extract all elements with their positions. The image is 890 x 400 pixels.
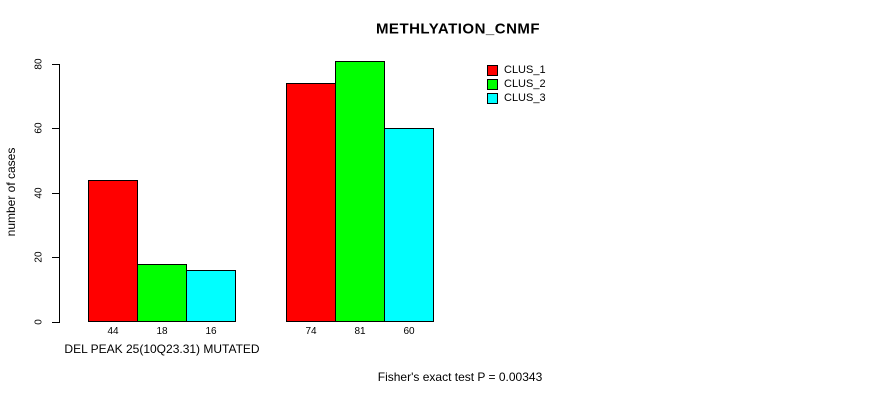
bar-clus_2-group2 — [335, 61, 385, 322]
y-axis-label: number of cases — [4, 147, 18, 237]
bar-value-label: 60 — [403, 326, 415, 337]
y-axis-tick — [52, 128, 59, 129]
y-axis-tick-label: 60 — [33, 122, 45, 134]
y-axis-tick — [52, 193, 59, 194]
bar-clus_3-group2 — [384, 128, 434, 322]
annotation-text: Fisher's exact test P = 0.00343 — [377, 370, 543, 384]
legend-label: CLUS_1 — [504, 64, 546, 76]
y-axis-tick — [52, 322, 59, 323]
legend-label: CLUS_3 — [504, 92, 546, 104]
legend-item: CLUS_2 — [487, 78, 546, 90]
chart-title: METHLYATION_CNMF — [375, 20, 541, 38]
bar-clus_3-group1 — [186, 270, 236, 322]
bar-value-label: 74 — [305, 326, 317, 337]
legend-item: CLUS_1 — [487, 64, 546, 76]
bar-clus_1-group1 — [88, 180, 138, 322]
y-axis-line — [59, 64, 60, 323]
y-axis-tick-label: 80 — [33, 58, 45, 70]
y-axis-tick — [52, 257, 59, 258]
bar-value-label: 44 — [107, 326, 119, 337]
legend-swatch-clus_1 — [487, 64, 498, 76]
bar-clus_2-group1 — [137, 264, 187, 322]
legend-swatch-clus_2 — [487, 78, 498, 90]
x-axis-group-label: DEL PEAK 25(10Q23.31) MUTATED — [64, 342, 260, 356]
y-axis-tick-label: 20 — [33, 251, 45, 263]
y-axis-tick — [52, 64, 59, 65]
bar-value-label: 18 — [156, 326, 168, 337]
y-axis-tick-label: 40 — [33, 187, 45, 199]
legend-swatch-clus_3 — [487, 92, 498, 104]
legend-item: CLUS_3 — [487, 92, 546, 104]
bar-clus_1-group2 — [286, 83, 336, 322]
bar-value-label: 16 — [205, 326, 217, 337]
bar-value-label: 81 — [354, 326, 366, 337]
y-axis-tick-label: 0 — [33, 319, 45, 325]
legend-label: CLUS_2 — [504, 78, 546, 90]
legend: CLUS_1 CLUS_2 CLUS_3 — [487, 64, 546, 104]
